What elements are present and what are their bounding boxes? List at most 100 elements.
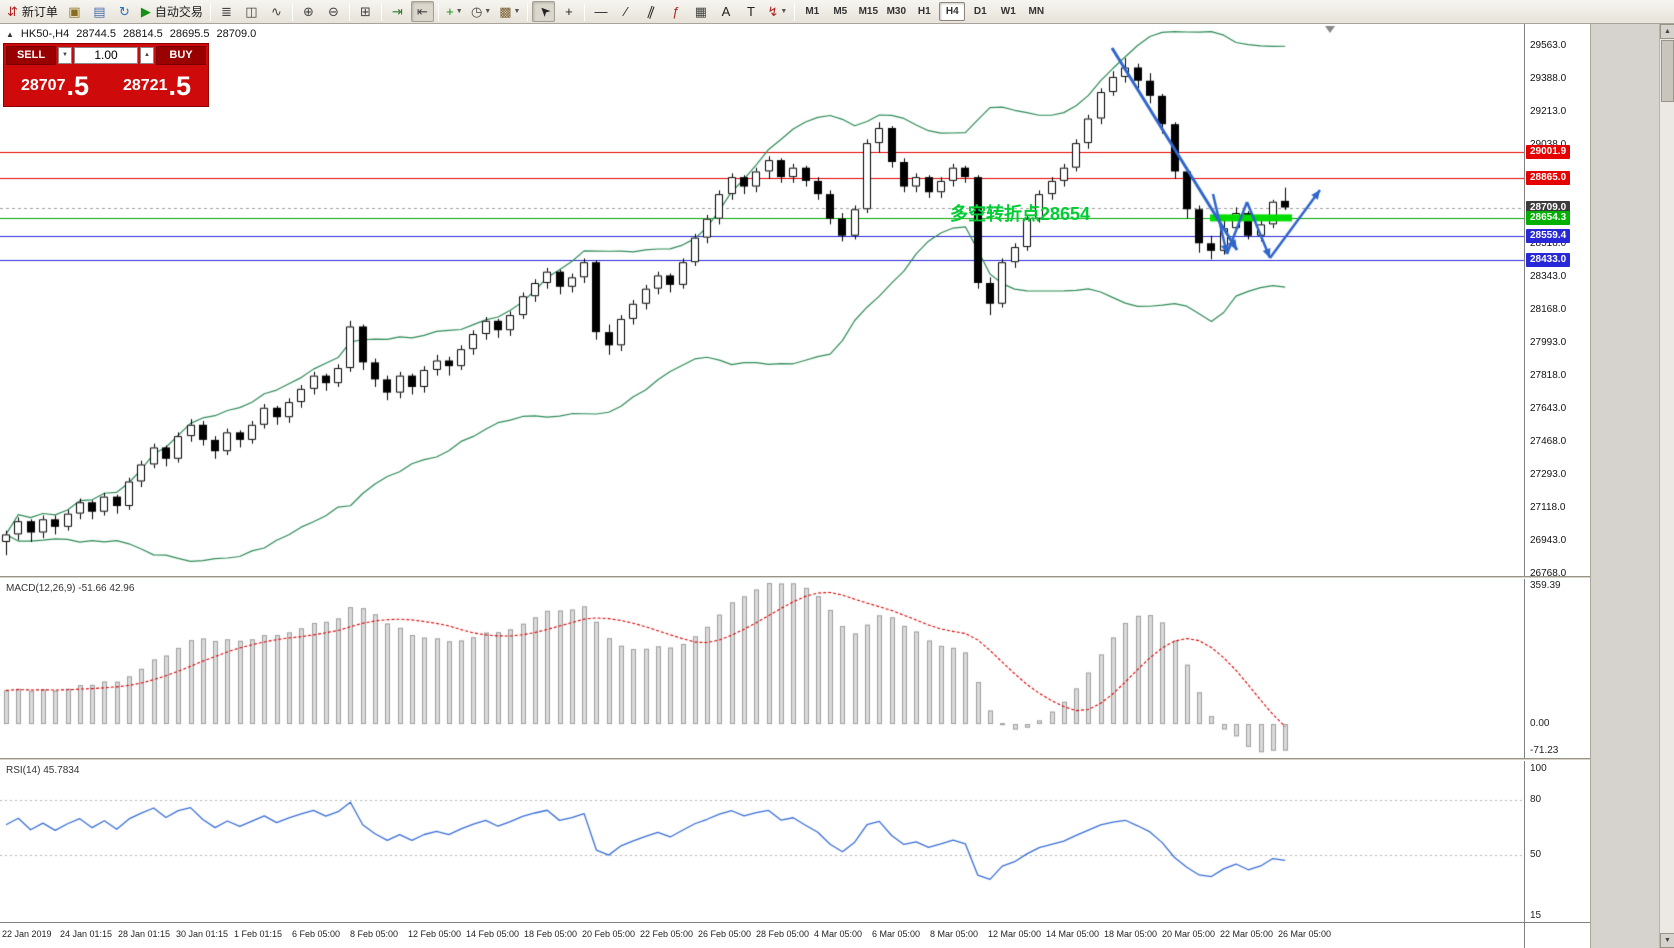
volume-increase-button[interactable]: ▲ xyxy=(140,47,154,64)
trendline-icon: ∕ xyxy=(624,4,628,19)
high-value: 28814.5 xyxy=(122,28,163,40)
crosshair-icon[interactable]: + xyxy=(557,1,580,22)
price-axis[interactable]: 29563.029388.029213.029038.028868.028693… xyxy=(1524,24,1591,948)
time-tick-label: 26 Mar 05:00 xyxy=(1278,929,1332,939)
price-tick-label: 28518.0 xyxy=(1530,237,1567,249)
tile-windows-icon[interactable]: ⊞ xyxy=(354,1,377,22)
trade-panel-prices: 28707 .5 28721 .5 xyxy=(4,67,208,105)
auto-scroll-icon[interactable]: ⇥ xyxy=(386,1,409,22)
autotrading-button[interactable]: ▶ 自动交易 xyxy=(138,1,206,22)
dropdown-caret-icon: ▼ xyxy=(484,8,492,15)
volume-decrease-button[interactable]: ▼ xyxy=(58,47,72,64)
time-tick-label: 22 Jan 2019 xyxy=(2,929,52,939)
time-tick-label: 4 Mar 05:00 xyxy=(814,929,863,939)
line-chart-icon[interactable]: ∿ xyxy=(265,1,288,22)
price-chart-canvas[interactable] xyxy=(0,24,1524,576)
price-tick-label: 27118.0 xyxy=(1530,502,1566,514)
pivot-line-tag: 28654.3 xyxy=(1526,210,1571,225)
indicators-icon: + xyxy=(446,4,454,19)
window-gutter: ▲ ▼ xyxy=(1590,24,1674,948)
zoom-out-icon[interactable]: ⊖ xyxy=(322,1,345,22)
periods-icon[interactable]: ◷ ▼ xyxy=(468,1,494,22)
scroll-down-icon[interactable]: ▼ xyxy=(1660,933,1674,948)
horizontal-line-icon: — xyxy=(594,4,608,19)
sell-price[interactable]: 28707 .5 xyxy=(4,67,106,105)
label-icon: T xyxy=(746,4,755,19)
panel-splitter[interactable] xyxy=(0,758,1590,761)
dropdown-caret-icon: ▼ xyxy=(455,8,463,15)
timeframe-w1-button[interactable]: W1 xyxy=(1000,6,1016,17)
zoom-in-icon[interactable]: ⊕ xyxy=(297,1,320,22)
price-tick-label: 28343.0 xyxy=(1530,270,1567,282)
candlestick-chart-icon[interactable]: ◫ xyxy=(240,1,263,22)
arrows-icon: ↯ xyxy=(767,4,779,19)
price-tick-label: 29213.0 xyxy=(1530,106,1567,118)
text-icon: A xyxy=(721,4,731,19)
indicators-icon[interactable]: + ▼ xyxy=(443,1,466,22)
support-line-2-tag: 28433.0 xyxy=(1526,252,1571,267)
trendline-icon[interactable]: ∕ xyxy=(614,1,637,22)
scrollbar-thumb[interactable] xyxy=(1661,40,1674,102)
rsi-panel-canvas[interactable] xyxy=(0,761,1524,922)
timeframe-mn-button[interactable]: MN xyxy=(1028,6,1045,17)
text-icon[interactable]: A xyxy=(714,1,737,22)
time-tick-label: 20 Feb 05:00 xyxy=(582,929,636,939)
buy-price[interactable]: 28721 .5 xyxy=(106,67,208,105)
cursor-icon[interactable]: ➤ xyxy=(532,1,556,22)
horizontal-line-icon[interactable]: — xyxy=(589,1,612,22)
toolbar-separator xyxy=(348,2,350,21)
price-tick-label: 29563.0 xyxy=(1530,40,1567,52)
new-order-button[interactable]: ⇵ 新订单 xyxy=(4,1,61,22)
buy-price-frac: .5 xyxy=(168,70,192,101)
buy-price-main: 28721 xyxy=(122,77,168,94)
support-line-1-tag: 28559.4 xyxy=(1526,228,1571,243)
macd-panel-canvas[interactable] xyxy=(0,579,1524,758)
refresh-icon[interactable]: ↻ xyxy=(113,1,136,22)
templates-icon[interactable]: ▩ ▼ xyxy=(496,1,523,22)
sell-price-main: 28707 xyxy=(20,77,66,94)
time-tick-label: 6 Mar 05:00 xyxy=(872,929,921,939)
timeframe-h4-button[interactable]: H4 xyxy=(939,2,966,21)
chart-shift-icon[interactable]: ⇤ xyxy=(410,1,434,22)
rsi-scale-label: 15 xyxy=(1530,910,1542,921)
time-tick-label: 8 Mar 05:00 xyxy=(930,929,979,939)
timeframe-m15-button[interactable]: M15 xyxy=(858,6,879,17)
time-tick-label: 6 Feb 05:00 xyxy=(292,929,341,939)
timeframe-m5-button[interactable]: M5 xyxy=(833,6,848,17)
chart-ohlc-info: ▲ HK50-,H4 28744.5 28814.5 28695.5 28709… xyxy=(6,28,256,40)
volume-input[interactable]: 1.00 xyxy=(74,47,138,64)
profiles-icon: ▤ xyxy=(93,4,106,19)
label-icon[interactable]: T xyxy=(739,1,762,22)
macd-indicator-label: MACD(12,26,9) -51.66 42.96 xyxy=(6,583,135,594)
timeframe-d1-button[interactable]: D1 xyxy=(973,6,987,17)
new-order-button-label: 新订单 xyxy=(21,5,58,19)
collapse-trade-panel-icon[interactable]: ▲ xyxy=(6,29,14,39)
shapes-icon[interactable]: ▦ xyxy=(689,1,712,22)
shapes-icon: ▦ xyxy=(694,4,708,19)
timeframe-m30-button[interactable]: M30 xyxy=(886,6,907,17)
rsi-indicator-label: RSI(14) 45.7834 xyxy=(6,765,80,776)
price-tick-label: 27293.0 xyxy=(1530,469,1567,481)
crosshair-icon: + xyxy=(565,4,573,19)
bar-chart-icon[interactable]: ≣ xyxy=(215,1,238,22)
toolbar-separator xyxy=(437,2,439,21)
fibonacci-icon[interactable]: ƒ xyxy=(664,1,687,22)
arrows-icon[interactable]: ↯ ▼ xyxy=(764,1,790,22)
tile-windows-icon: ⊞ xyxy=(359,4,371,19)
timeframe-h1-button[interactable]: H1 xyxy=(917,6,931,17)
scroll-up-icon[interactable]: ▲ xyxy=(1660,24,1674,39)
panel-splitter[interactable] xyxy=(0,576,1590,579)
chart-window: 22 Jan 2019 24 Jan 01:15 28 Jan 01:15 30 Ja… xyxy=(0,24,1674,948)
time-tick-label: 22 Feb 05:00 xyxy=(640,929,694,939)
timeframe-m1-button[interactable]: M1 xyxy=(805,6,820,17)
fibonacci-icon: ƒ xyxy=(672,4,680,19)
time-tick-label: 28 Feb 05:00 xyxy=(756,929,810,939)
chart-window-icon[interactable]: ▣ xyxy=(63,1,86,22)
price-tick-label: 26943.0 xyxy=(1530,535,1567,547)
profiles-icon[interactable]: ▤ xyxy=(88,1,111,22)
channel-icon[interactable]: ∥ xyxy=(639,1,662,22)
sell-button[interactable]: SELL xyxy=(6,46,56,65)
buy-button[interactable]: BUY xyxy=(156,46,206,65)
vertical-scrollbar[interactable]: ▲ ▼ xyxy=(1659,24,1674,948)
